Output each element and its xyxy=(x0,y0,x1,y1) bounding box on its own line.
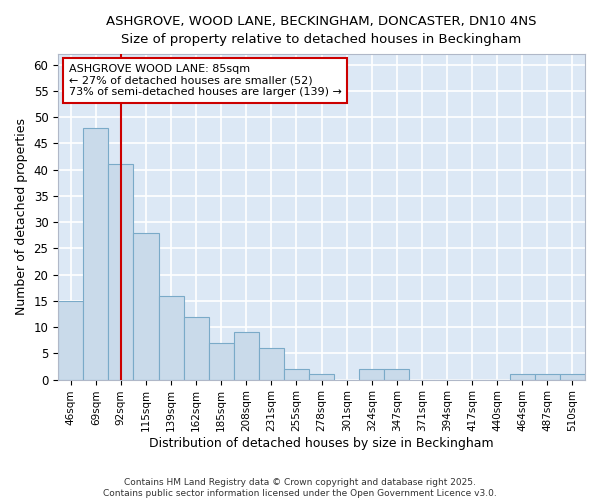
Bar xyxy=(209,343,234,380)
Bar xyxy=(384,369,409,380)
Bar xyxy=(234,332,259,380)
X-axis label: Distribution of detached houses by size in Beckingham: Distribution of detached houses by size … xyxy=(149,437,494,450)
Bar xyxy=(83,128,109,380)
Bar xyxy=(359,369,384,380)
Y-axis label: Number of detached properties: Number of detached properties xyxy=(15,118,28,316)
Title: ASHGROVE, WOOD LANE, BECKINGHAM, DONCASTER, DN10 4NS
Size of property relative t: ASHGROVE, WOOD LANE, BECKINGHAM, DONCAST… xyxy=(106,15,537,46)
Bar xyxy=(109,164,133,380)
Bar xyxy=(184,316,209,380)
Bar xyxy=(259,348,284,380)
Bar xyxy=(58,301,83,380)
Bar xyxy=(284,369,309,380)
Text: ASHGROVE WOOD LANE: 85sqm
← 27% of detached houses are smaller (52)
73% of semi-: ASHGROVE WOOD LANE: 85sqm ← 27% of detac… xyxy=(68,64,341,97)
Bar xyxy=(560,374,585,380)
Bar xyxy=(510,374,535,380)
Bar xyxy=(133,232,158,380)
Bar xyxy=(309,374,334,380)
Text: Contains HM Land Registry data © Crown copyright and database right 2025.
Contai: Contains HM Land Registry data © Crown c… xyxy=(103,478,497,498)
Bar xyxy=(535,374,560,380)
Bar xyxy=(158,296,184,380)
